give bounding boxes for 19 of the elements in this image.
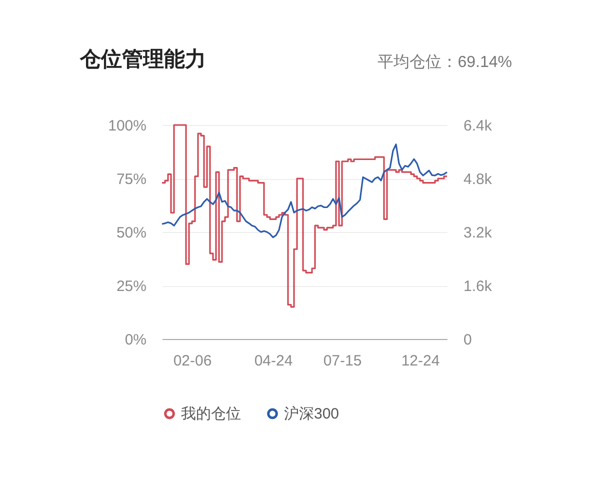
y2-tick-label: 1.6k <box>464 278 492 295</box>
x-tick-label: 07-15 <box>323 352 362 370</box>
line-series <box>161 144 448 238</box>
legend-label: 沪深300 <box>284 406 340 423</box>
chart-subtitle: 平均仓位：69.14% <box>378 54 512 71</box>
y-tick-label: 100% <box>108 118 146 134</box>
x-tick-label: 12-24 <box>401 352 440 370</box>
y-tick-label: 25% <box>116 278 146 295</box>
chart-title: 仓位管理能力 <box>79 48 206 71</box>
x-tick-label: 04-24 <box>254 352 293 370</box>
y2-tick-label: 3.2k <box>464 224 492 242</box>
x-tick-label: 02-06 <box>173 352 212 370</box>
y2-tick-label: 6.4k <box>464 118 492 134</box>
y-tick-label: 50% <box>116 224 146 242</box>
y-tick-label: 75% <box>116 171 146 188</box>
legend-label: 我的仓位 <box>181 406 241 423</box>
y2-tick-label: 4.8k <box>464 171 492 188</box>
y2-tick-label: 0 <box>464 332 472 348</box>
y-tick-label: 0% <box>124 332 146 348</box>
